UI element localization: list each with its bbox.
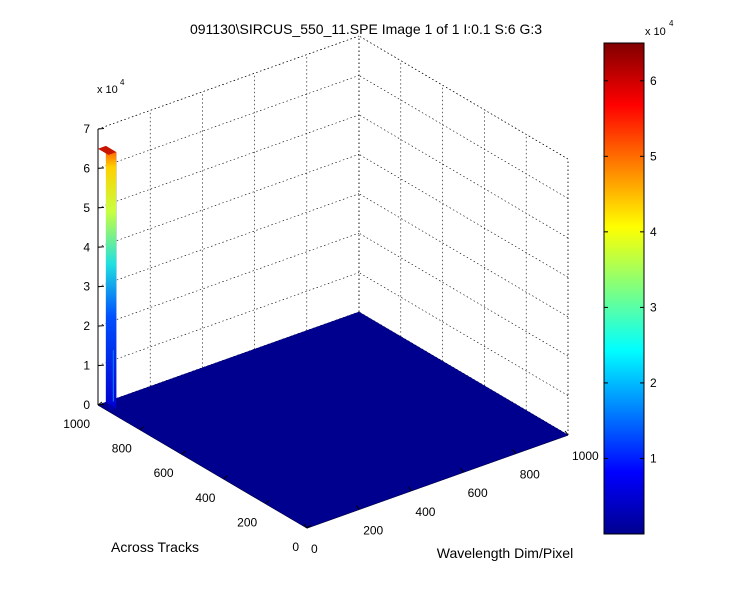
- colorbar-tick-label: 3: [650, 300, 657, 314]
- z-tick: [97, 325, 105, 327]
- z-tick: [97, 206, 105, 209]
- z-tick-label: 7: [83, 122, 90, 136]
- colorbar-tick-label: 5: [650, 149, 657, 163]
- y-tick-label: 1000: [63, 417, 90, 431]
- axis-ticks: 0 1 2 3 4 5 6 7 0 200 400 600 800 1000 0 200 400 600 800 10…: [63, 122, 599, 556]
- surface-floor: [97, 311, 569, 529]
- grid-line: [358, 272, 569, 396]
- y-tick: [264, 499, 270, 504]
- colorbar-multiplier-base: x 10: [645, 26, 666, 38]
- grid-line: [97, 193, 360, 287]
- grid-line: [97, 35, 360, 130]
- z-tick-label: 6: [83, 161, 90, 175]
- z-tick: [97, 285, 105, 288]
- grid-line: [97, 75, 360, 169]
- y-tick: [97, 401, 103, 406]
- colorbar-tick-label: 1: [650, 451, 657, 465]
- y-tick: [306, 524, 312, 529]
- colorbar-tick-label: 4: [650, 225, 657, 239]
- y-tick-label: 800: [112, 442, 132, 456]
- y-tick-label: 0: [292, 540, 299, 554]
- z-tick: [97, 364, 105, 367]
- z-multiplier: x 10 4: [97, 78, 125, 96]
- x-tick: [564, 430, 569, 436]
- z-multiplier-exp: 4: [120, 78, 125, 87]
- x-tick: [303, 523, 308, 529]
- grid-line: [358, 193, 569, 317]
- z-tick-label: 2: [83, 319, 90, 333]
- z-tick-label: 0: [83, 398, 90, 412]
- x-tick: [512, 449, 517, 454]
- grid-line: [358, 75, 569, 199]
- box-edge: [97, 35, 360, 130]
- colorbar-ticks: 1 2 3 4 5 6: [604, 74, 657, 465]
- x-tick-label: 1000: [572, 449, 599, 463]
- grid-line: [358, 114, 569, 239]
- colorbar-tick-label: 6: [650, 74, 657, 88]
- y-tick: [139, 426, 145, 431]
- y-tick-label: 200: [237, 515, 257, 529]
- x-tick: [460, 467, 465, 473]
- peak-top-face: [98, 145, 117, 155]
- x-tick-label: 0: [311, 542, 318, 556]
- grid-line: [97, 154, 360, 248]
- grid-line: [358, 154, 569, 278]
- x-tick: [407, 486, 412, 492]
- z-tick: [97, 128, 105, 130]
- colorbar: 1 2 3 4 5 6 x 10 4: [603, 19, 674, 535]
- x-axis-label: Wavelength Dim/Pixel: [437, 545, 573, 561]
- y-tick-label: 400: [195, 491, 215, 505]
- grid-line: [97, 232, 360, 327]
- z-tick-label: 1: [83, 359, 90, 373]
- colorbar-multiplier-exp: 4: [669, 19, 674, 28]
- peak-side-face: [105, 145, 117, 409]
- y-tick: [181, 450, 186, 455]
- z-multiplier-base: x 10: [97, 84, 118, 96]
- y-axis-label: Across Tracks: [111, 539, 199, 555]
- z-tick: [97, 404, 105, 406]
- colorbar-tick-label: 2: [650, 376, 657, 390]
- grid-line: [97, 114, 360, 209]
- colorbar-strip: [603, 42, 645, 535]
- surface: [97, 145, 569, 529]
- grid-line: [358, 232, 569, 357]
- z-tick-label: 5: [83, 201, 90, 215]
- box-edge: [358, 35, 569, 160]
- y-tick-label: 600: [154, 466, 174, 480]
- z-tick: [97, 246, 105, 248]
- chart-title: 091130\SIRCUS_550_11.SPE Image 1 of 1 I:…: [190, 21, 542, 37]
- x-tick: [355, 505, 360, 510]
- x-tick-label: 400: [415, 505, 435, 519]
- x-tick-label: 800: [520, 468, 540, 482]
- z-tick-label: 4: [83, 240, 90, 254]
- y-tick: [223, 475, 228, 480]
- x-tick-label: 600: [468, 486, 488, 500]
- z-tick-label: 3: [83, 280, 90, 294]
- z-tick: [97, 167, 105, 169]
- x-tick-label: 200: [363, 523, 383, 537]
